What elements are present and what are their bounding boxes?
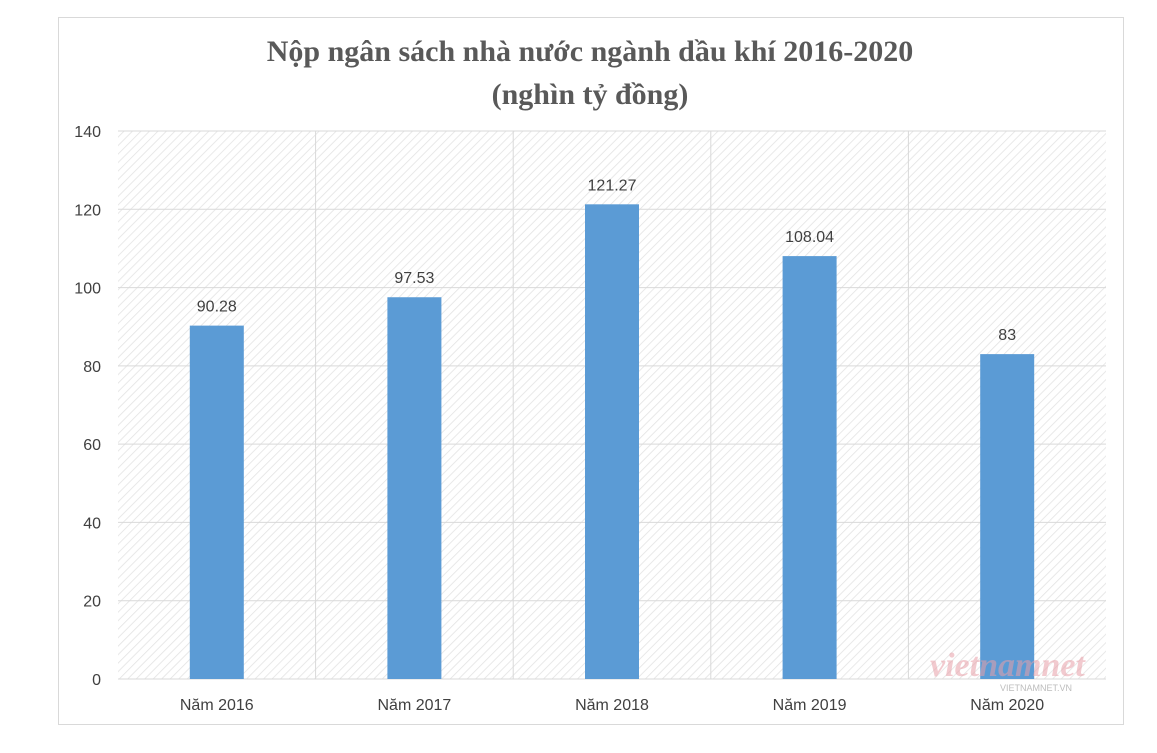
vietnamnet-watermark-logo: vietnamnet VIETNAMNET.VN	[930, 647, 1086, 693]
x-category-label: Năm 2019	[773, 697, 847, 714]
bar-năm-2016	[189, 325, 244, 679]
watermark-text: vietnamnet	[930, 647, 1086, 684]
data-label: 83	[998, 327, 1016, 344]
y-tick-label: 60	[83, 437, 101, 454]
y-tick-label: 100	[74, 281, 101, 298]
y-tick-label: 20	[83, 594, 101, 611]
data-labels: 90.28 97.53 121.27 108.04 83	[197, 177, 1016, 344]
bars	[189, 204, 1035, 679]
y-tick-label: 40	[83, 515, 101, 532]
y-tick-label: 0	[92, 672, 101, 689]
bar-năm-2018	[585, 204, 639, 679]
y-axis-ticks: 0 20 40 60 80 100 120 140	[74, 124, 101, 689]
watermark-subtext: VIETNAMNET.VN	[1000, 683, 1072, 693]
x-category-label: Năm 2020	[970, 697, 1044, 714]
data-label: 108.04	[785, 229, 834, 246]
y-tick-label: 80	[83, 359, 101, 376]
bar-năm-2019	[782, 256, 837, 679]
x-category-label: Năm 2016	[180, 697, 254, 714]
data-label: 121.27	[588, 177, 637, 194]
bar-năm-2020	[980, 354, 1035, 679]
chart-subtitle: (nghìn tỷ đồng)	[492, 78, 689, 111]
bar-năm-2017	[387, 297, 442, 679]
x-category-label: Năm 2018	[575, 697, 649, 714]
x-category-label: Năm 2017	[377, 697, 451, 714]
y-tick-label: 140	[74, 124, 101, 141]
data-label: 90.28	[197, 299, 237, 316]
chart-title: Nộp ngân sách nhà nước ngành dầu khí 201…	[267, 35, 914, 68]
y-tick-label: 120	[74, 202, 101, 219]
x-axis-categories: Năm 2016 Năm 2017 Năm 2018 Năm 2019 Năm 2020	[180, 697, 1044, 714]
data-label: 97.53	[394, 270, 434, 287]
